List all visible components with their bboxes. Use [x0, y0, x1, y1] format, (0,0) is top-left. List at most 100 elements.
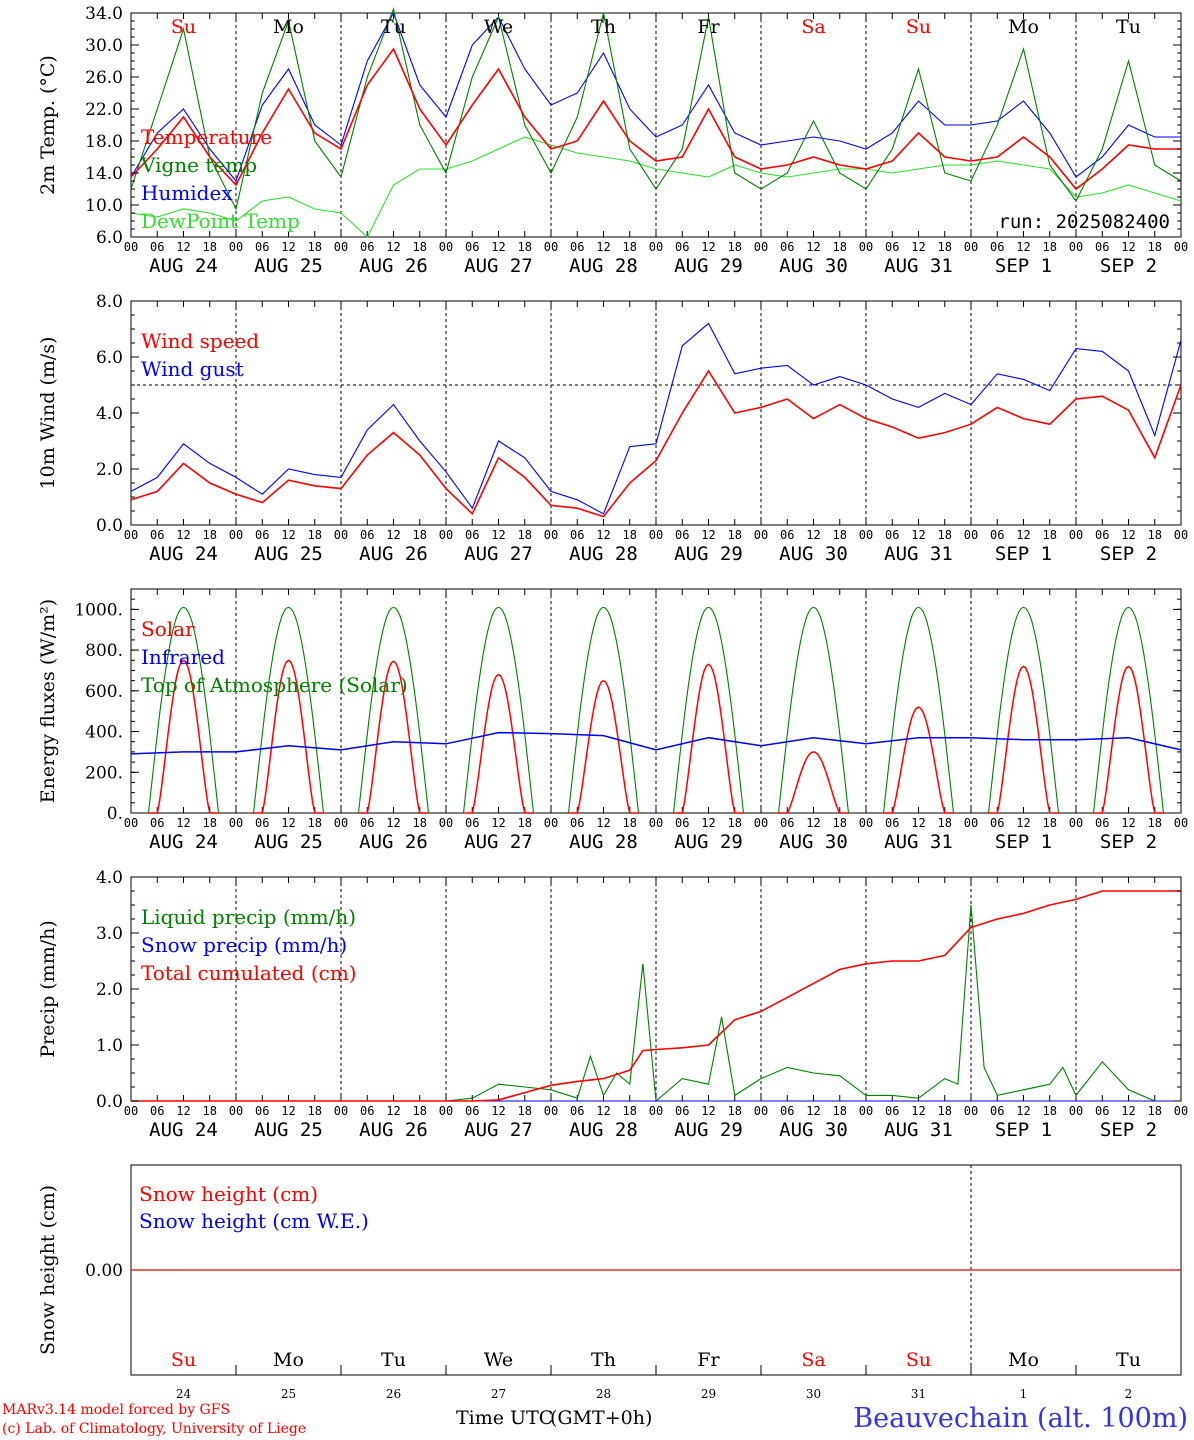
- hour-tick-label: 00: [1069, 1104, 1083, 1118]
- hour-tick-label: 12: [386, 816, 400, 830]
- hour-tick-label: 00: [1069, 528, 1083, 542]
- weekday-label: We: [484, 16, 513, 38]
- hour-tick-label: 18: [938, 816, 952, 830]
- hour-tick-label: 06: [360, 240, 374, 254]
- day-number: 24: [176, 1387, 192, 1401]
- y-tick-label: 4.0: [96, 404, 123, 424]
- y-tick-label: 4.0: [96, 868, 123, 888]
- hour-tick-label: 18: [1148, 528, 1162, 542]
- weekday-label: Mo: [1008, 16, 1039, 38]
- hour-tick-label: 18: [1043, 1104, 1057, 1118]
- y-tick-label: 6.0: [96, 228, 123, 248]
- hour-tick-label: 06: [990, 1104, 1004, 1118]
- hour-tick-label: 12: [1121, 528, 1135, 542]
- hour-tick-label: 00: [1174, 1104, 1188, 1118]
- weekday-label: Mo: [1008, 1349, 1039, 1371]
- hour-tick-label: 12: [701, 528, 715, 542]
- series-line: [568, 679, 639, 814]
- hour-tick-label: 06: [675, 816, 689, 830]
- date-label: SEP 2: [1100, 255, 1157, 277]
- hour-tick-label: 18: [623, 240, 637, 254]
- legend-entry: Infrared: [141, 645, 225, 669]
- weekday-label: Tu: [381, 1349, 406, 1371]
- hour-tick-label: 18: [203, 1104, 217, 1118]
- hour-tick-label: 00: [334, 528, 348, 542]
- hour-tick-label: 06: [465, 528, 479, 542]
- date-label: AUG 29: [674, 1119, 743, 1141]
- hour-tick-label: 18: [413, 816, 427, 830]
- hour-tick-label: 06: [255, 816, 269, 830]
- hour-tick-label: 06: [150, 240, 164, 254]
- series-line: [357, 606, 430, 814]
- y-tick-label: 14.0: [85, 164, 123, 184]
- hour-tick-label: 06: [465, 1104, 479, 1118]
- series-line: [778, 751, 849, 814]
- hour-tick-label: 00: [649, 528, 663, 542]
- hour-tick-label: 00: [229, 816, 243, 830]
- hour-tick-label: 00: [1069, 816, 1083, 830]
- series-line: [567, 606, 640, 814]
- hour-tick-label: 00: [439, 528, 453, 542]
- hour-tick-label: 18: [623, 816, 637, 830]
- hour-tick-label: 06: [150, 528, 164, 542]
- hour-tick-label: 18: [623, 528, 637, 542]
- credit-line-2: (c) Lab. of Climatology, University of L…: [2, 1421, 306, 1437]
- series-line: [148, 659, 219, 814]
- y-tick-label: 800.: [85, 641, 123, 661]
- day-number: 28: [596, 1387, 611, 1401]
- hour-tick-label: 00: [754, 528, 768, 542]
- y-axis-label-snow: Snow height (cm): [37, 1185, 59, 1355]
- hour-tick-label: 06: [255, 1104, 269, 1118]
- series-line: [130, 11, 1181, 183]
- hour-tick-label: 18: [728, 1104, 742, 1118]
- series-line: [253, 659, 324, 814]
- series-line: [130, 136, 1182, 238]
- date-label: AUG 27: [464, 255, 533, 277]
- hour-tick-label: 06: [885, 1104, 899, 1118]
- date-label: AUG 30: [779, 543, 848, 565]
- day-number: 27: [491, 1387, 506, 1401]
- date-label: AUG 28: [569, 1119, 638, 1141]
- hour-tick-label: 12: [1016, 816, 1030, 830]
- y-tick-label: 1.0: [96, 1036, 123, 1056]
- hour-tick-label: 06: [570, 528, 584, 542]
- hour-tick-label: 18: [413, 240, 427, 254]
- hour-tick-label: 12: [491, 816, 505, 830]
- hour-tick-label: 12: [281, 1104, 295, 1118]
- y-tick-label: 3.0: [96, 924, 123, 944]
- series-line: [673, 663, 744, 814]
- hour-tick-label: 00: [229, 240, 243, 254]
- hour-tick-label: 12: [596, 816, 610, 830]
- legend-entry: Temperature: [141, 125, 272, 149]
- y-axis-label-energy: Energy fluxes (W/m²): [37, 599, 59, 803]
- hour-tick-label: 18: [728, 528, 742, 542]
- day-number: 31: [911, 1387, 926, 1401]
- hour-tick-label: 18: [833, 1104, 847, 1118]
- y-tick-label: 0.0: [96, 1092, 123, 1112]
- hour-tick-label: 00: [964, 1104, 978, 1118]
- hour-tick-label: 18: [1148, 240, 1162, 254]
- day-number: 25: [281, 1387, 296, 1401]
- date-label: AUG 31: [884, 1119, 953, 1141]
- hour-tick-label: 06: [465, 816, 479, 830]
- hour-tick-label: 18: [518, 1104, 532, 1118]
- weekday-label: Su: [171, 16, 196, 38]
- hour-tick-label: 12: [806, 240, 820, 254]
- hour-tick-label: 12: [701, 816, 715, 830]
- date-label: AUG 24: [149, 1119, 218, 1141]
- hour-tick-label: 18: [308, 816, 322, 830]
- date-label: AUG 25: [254, 831, 323, 853]
- hour-tick-label: 00: [859, 1104, 873, 1118]
- date-label: AUG 31: [884, 543, 953, 565]
- series-line: [777, 606, 850, 814]
- date-label: AUG 25: [254, 1119, 323, 1141]
- date-label: AUG 27: [464, 831, 533, 853]
- hour-tick-label: 18: [308, 1104, 322, 1118]
- series-line: [252, 606, 325, 814]
- weekday-label: Tu: [381, 16, 406, 38]
- hour-tick-label: 00: [544, 816, 558, 830]
- series-line: [672, 606, 745, 814]
- series-line: [462, 606, 535, 814]
- hour-tick-label: 12: [386, 240, 400, 254]
- hour-tick-label: 06: [360, 1104, 374, 1118]
